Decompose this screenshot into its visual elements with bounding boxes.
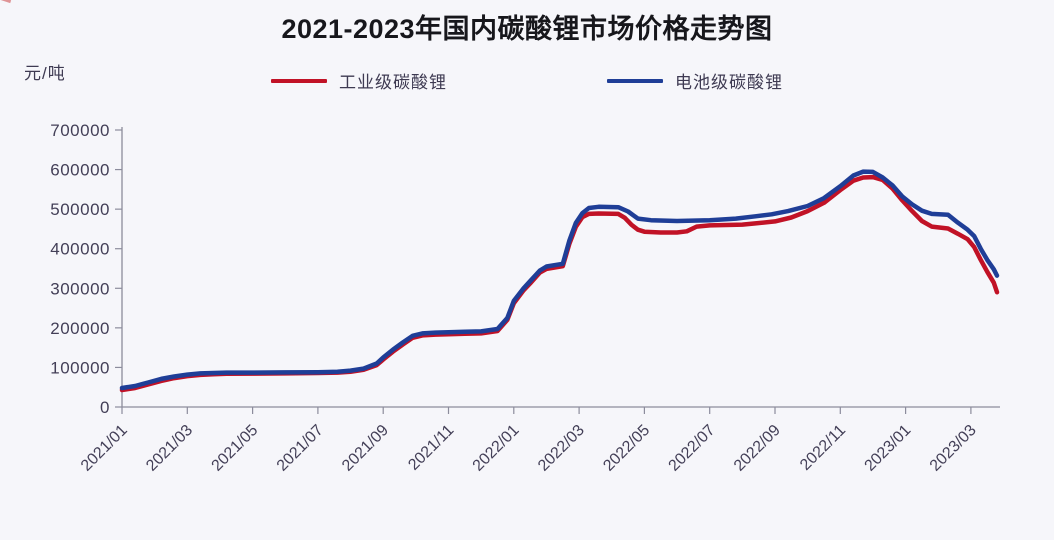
x-tick-label: 2023/01: [862, 422, 915, 475]
x-tick-label: 2021/05: [209, 422, 262, 475]
battery-series-swatch: [607, 78, 663, 83]
y-tick-label: 0: [100, 398, 110, 417]
x-tick-label: 2023/03: [927, 422, 980, 475]
industrial-grade-line: [119, 174, 1000, 393]
legend-label-industrial: 工业级碳酸锂: [339, 73, 447, 92]
y-tick-label: 300000: [50, 279, 110, 298]
chart-title: 2021-2023年国内碳酸锂市场价格走势图: [281, 14, 773, 44]
x-tick-label: 2021/01: [78, 422, 131, 475]
x-tick-label: 2022/01: [470, 422, 523, 475]
y-tick-label: 700000: [50, 121, 110, 140]
industrial-series-swatch: [271, 78, 327, 83]
x-tick-label: 2022/03: [535, 422, 588, 475]
y-tick-label: 500000: [50, 200, 110, 219]
y-tick-label: 600000: [50, 161, 110, 180]
legend-item-industrial: 工业级碳酸锂: [271, 68, 447, 93]
x-tick-label: 2022/07: [666, 422, 719, 475]
x-tick-label: 2021/07: [274, 422, 327, 475]
battery-grade-line: [119, 169, 1000, 391]
y-tick-label: 100000: [50, 358, 110, 377]
x-tick-label: 2021/09: [339, 422, 392, 475]
x-tick-label: 2022/11: [797, 422, 849, 474]
x-tick-label: 2021/03: [143, 422, 196, 475]
legend-label-battery: 电池级碳酸锂: [675, 73, 783, 92]
x-tick-label: 2022/09: [731, 422, 784, 475]
legend: 工业级碳酸锂 电池级碳酸锂: [0, 68, 1054, 93]
legend-item-battery: 电池级碳酸锂: [607, 68, 783, 93]
y-axis-unit-label: 元/吨: [24, 64, 66, 83]
y-tick-label: 200000: [50, 319, 110, 338]
y-tick-label: 400000: [50, 240, 110, 259]
x-tick-label: 2021/11: [405, 422, 457, 474]
x-tick-label: 2022/05: [600, 422, 653, 475]
